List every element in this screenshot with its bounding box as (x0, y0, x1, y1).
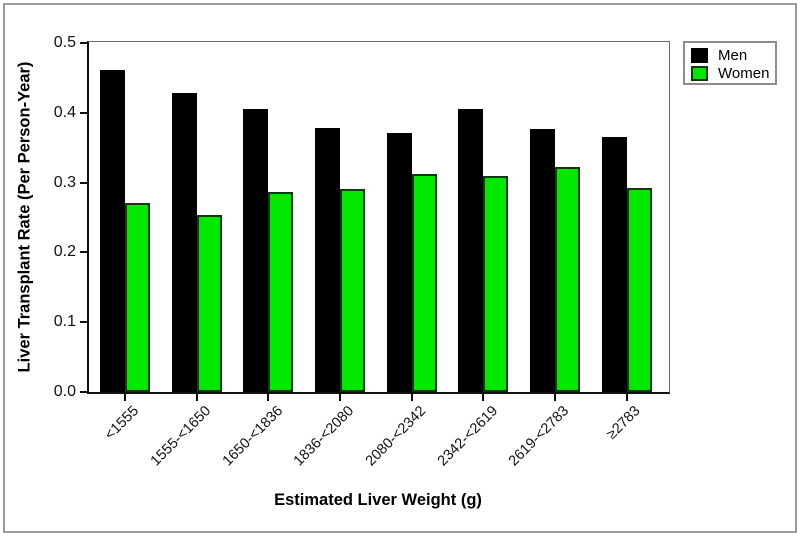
bar-men-3 (314, 128, 340, 392)
bar-women-5 (483, 176, 509, 392)
bar-men-6 (529, 128, 555, 392)
y-tick (80, 391, 87, 393)
y-tick (80, 181, 87, 184)
bar-women-7 (626, 188, 652, 392)
x-tick-label: 2619-<2783 (505, 403, 573, 470)
x-tick (338, 394, 341, 401)
y-tick (80, 321, 87, 324)
x-tick-label: 2342-<2619 (434, 403, 501, 470)
bar-women-4 (411, 174, 437, 392)
bar-men-0 (100, 69, 125, 392)
y-tick-label: 0.0 (53, 383, 76, 400)
x-tick (553, 394, 556, 401)
legend-item-men: Men (691, 47, 775, 64)
bar-women-1 (196, 214, 222, 392)
y-tick (80, 251, 87, 254)
x-tick-label: 1650-<1836 (219, 403, 286, 470)
x-tick-label: 1555-<1650 (147, 403, 214, 470)
y-tick (80, 111, 87, 114)
legend-item-women: Women (691, 65, 775, 82)
y-tick-label: 0.1 (53, 313, 76, 331)
bar-men-2 (243, 108, 269, 392)
bar-men-5 (458, 108, 484, 392)
x-axis-title: Estimated Liver Weight (g) (274, 491, 482, 509)
bar-men-4 (386, 133, 412, 392)
x-tick-label: 1836-<2080 (290, 403, 358, 470)
x-tick-label: 2080-<2342 (362, 403, 429, 470)
bar-women-3 (339, 188, 365, 392)
bar-women-6 (554, 166, 580, 392)
bar-men-1 (171, 93, 197, 392)
y-tick-label: 0.5 (53, 34, 76, 51)
y-axis-title: Liver Transplant Rate (Per Person-Year) (15, 61, 34, 373)
x-tick-label: ≥2783 (604, 403, 644, 443)
legend-swatch-women (691, 66, 708, 81)
bar-men-7 (601, 136, 627, 392)
legend-label-women: Women (718, 65, 770, 82)
x-tick (410, 394, 413, 401)
x-tick (482, 394, 485, 401)
y-tick-label: 0.4 (53, 103, 76, 121)
bar-women-2 (268, 192, 294, 392)
x-tick (267, 394, 270, 401)
x-tick (195, 394, 198, 401)
legend: Men Women (683, 41, 777, 85)
bar-women-0 (125, 202, 150, 392)
x-tick (625, 394, 628, 401)
x-tick-label: <1555 (102, 403, 143, 444)
legend-label-men: Men (718, 47, 748, 64)
x-tick (124, 394, 126, 401)
legend-swatch-men (691, 48, 708, 63)
y-tick-label: 0.3 (53, 173, 76, 191)
y-tick (80, 42, 87, 44)
y-tick-label: 0.2 (53, 243, 76, 261)
